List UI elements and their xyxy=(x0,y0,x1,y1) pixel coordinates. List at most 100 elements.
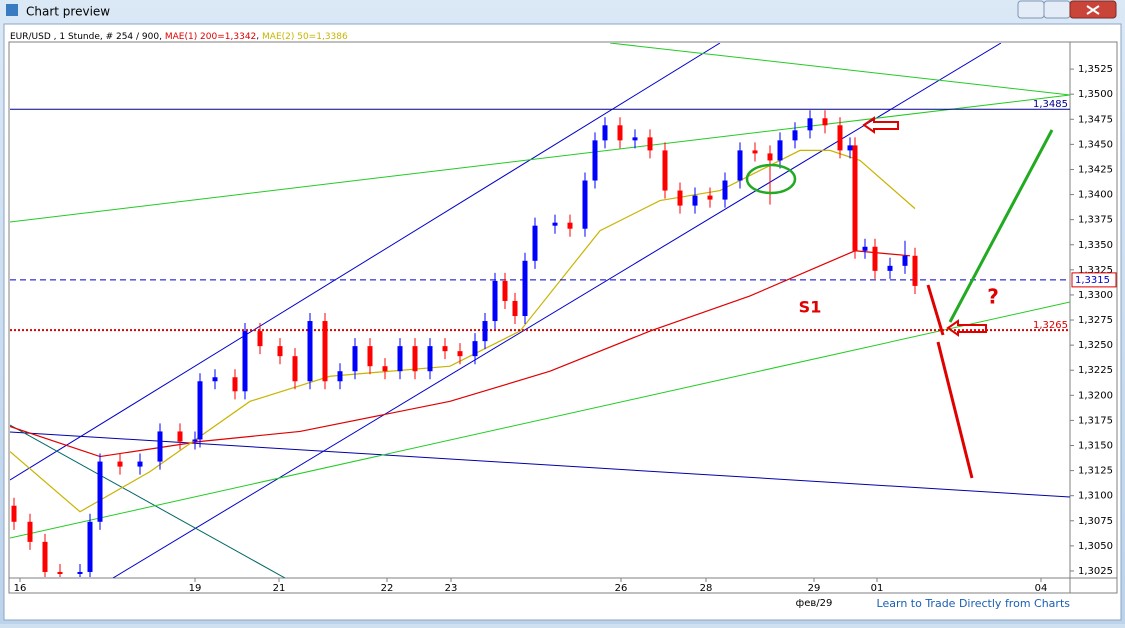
candle-body xyxy=(722,180,728,200)
channel-line xyxy=(10,43,721,481)
candle-body xyxy=(412,346,418,372)
x-sublabel: фев/29 xyxy=(796,598,833,609)
chart-header: EUR/USD , 1 Stunde, # 254 / 900, MAE(1) … xyxy=(10,32,348,42)
candle-body xyxy=(212,377,218,382)
candle-body xyxy=(532,225,538,261)
chart-title: EUR/USD , 1 Stunde, # 254 / 900, xyxy=(10,32,162,42)
candle-body xyxy=(567,222,573,229)
forecast-arrow xyxy=(948,129,1054,323)
window-title: Chart preview xyxy=(26,5,110,19)
x-tick-label: 22 xyxy=(381,583,394,594)
candle-body xyxy=(117,461,123,467)
minimize-button[interactable] xyxy=(1017,0,1045,19)
candle-body xyxy=(602,125,608,141)
y-tick-label: 1,3200 xyxy=(1078,390,1113,401)
y-tick-label: 1,3125 xyxy=(1078,466,1113,477)
candle-body xyxy=(582,180,588,229)
candle-body xyxy=(427,346,433,372)
candle-body xyxy=(502,280,508,301)
candle-body xyxy=(57,571,63,574)
hand-drawings xyxy=(745,116,1054,479)
candle-body xyxy=(322,321,328,382)
trend-line xyxy=(10,431,1070,498)
candle-body xyxy=(662,150,668,191)
annotation: ? xyxy=(987,285,999,309)
candle-body xyxy=(767,153,773,161)
price-label: 1,3315 xyxy=(1075,275,1110,286)
y-tick-label: 1,3350 xyxy=(1078,240,1113,251)
candle-body xyxy=(872,246,878,271)
candle-body xyxy=(337,371,343,382)
candle-body xyxy=(292,356,298,382)
candle-body xyxy=(862,246,868,251)
highlight-ellipse xyxy=(745,163,797,195)
candle-body xyxy=(647,137,653,151)
y-tick-label: 1,3075 xyxy=(1078,516,1113,527)
candle-body xyxy=(137,461,143,467)
candle-body xyxy=(617,125,623,141)
chart-frame xyxy=(8,41,1118,594)
y-tick-label: 1,3400 xyxy=(1078,190,1113,201)
candle-body xyxy=(847,145,853,151)
drawings xyxy=(10,43,1070,578)
candle-body xyxy=(592,140,598,181)
candle-body xyxy=(887,265,893,271)
x-tick-label: 26 xyxy=(615,583,628,594)
candle-body xyxy=(197,381,203,440)
trend-line xyxy=(10,424,286,578)
trend-line xyxy=(10,301,1070,539)
candle-body xyxy=(367,346,373,367)
annotation: S1 xyxy=(799,298,822,317)
y-tick-label: 1,3300 xyxy=(1078,290,1113,301)
candle-body xyxy=(397,346,403,372)
candle-body xyxy=(632,137,638,141)
y-tick-label: 1,3025 xyxy=(1078,566,1113,577)
candle-body xyxy=(242,331,248,392)
x-tick-label: 21 xyxy=(273,583,286,594)
candle-body xyxy=(492,280,498,322)
maximize-button[interactable] xyxy=(1043,0,1071,19)
candle-body xyxy=(752,150,758,154)
trend-line xyxy=(10,94,1070,223)
pointer-arrow xyxy=(862,116,899,134)
price-label: 1,3485 xyxy=(1033,99,1068,110)
window-buttons[interactable] xyxy=(1017,0,1117,19)
app-icon xyxy=(6,4,18,16)
price-label: 1,3265 xyxy=(1033,320,1068,331)
x-tick-label: 23 xyxy=(445,583,458,594)
candle-body xyxy=(11,505,17,522)
y-tick-label: 1,3525 xyxy=(1078,64,1113,75)
candle-body xyxy=(177,431,183,442)
legend-entry: MAE(1) 200=1,3342 xyxy=(165,32,256,42)
x-tick-label: 29 xyxy=(808,583,821,594)
candle-body xyxy=(482,321,488,342)
candle-body xyxy=(792,130,798,141)
candle-body xyxy=(77,571,83,574)
y-tick-label: 1,3175 xyxy=(1078,415,1113,426)
candle-body xyxy=(472,341,478,357)
y-tick-label: 1,3150 xyxy=(1078,441,1113,452)
candle-body xyxy=(87,521,93,572)
y-tick-label: 1,3050 xyxy=(1078,541,1113,552)
trend-line xyxy=(609,43,1070,96)
y-tick-label: 1,3475 xyxy=(1078,114,1113,125)
y-tick-label: 1,3375 xyxy=(1078,215,1113,226)
candle-body xyxy=(912,255,918,286)
candle-body xyxy=(707,195,713,200)
y-tick-label: 1,3425 xyxy=(1078,164,1113,175)
y-tick-label: 1,3450 xyxy=(1078,139,1113,150)
y-tick-label: 1,3500 xyxy=(1078,89,1113,100)
candle-body xyxy=(192,439,198,442)
candle-body xyxy=(807,118,813,131)
candle-body xyxy=(822,118,828,126)
candle-body xyxy=(97,461,103,522)
candle-body xyxy=(552,222,558,226)
candle-body xyxy=(677,190,683,206)
candle-body xyxy=(307,321,313,382)
candle-body xyxy=(837,125,843,151)
candle-body xyxy=(257,331,263,347)
footer-link[interactable]: Learn to Trade Directly from Charts xyxy=(877,597,1071,610)
candle-body xyxy=(512,300,518,317)
pointer-arrow xyxy=(946,319,987,337)
candle-body xyxy=(382,366,388,372)
